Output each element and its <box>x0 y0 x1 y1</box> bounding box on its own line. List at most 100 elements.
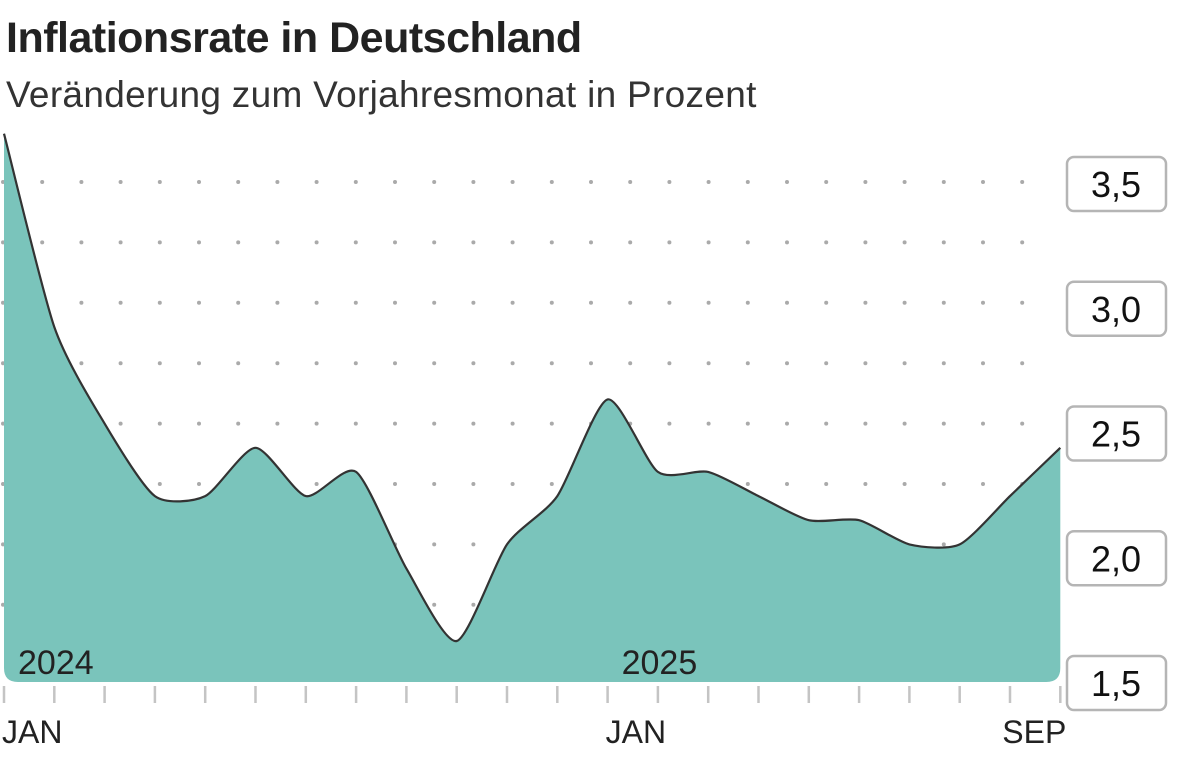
grid-dot <box>589 300 593 305</box>
grid-dot <box>745 482 750 486</box>
area-layer <box>2 133 1062 682</box>
grid-dot <box>745 361 750 366</box>
grid-dot <box>118 361 123 366</box>
chart-subtitle: Veränderung zum Vorjahresmonat in Prozen… <box>6 74 757 115</box>
grid-dot <box>432 361 437 366</box>
grid-dot <box>314 482 319 486</box>
grid-dot <box>902 361 907 366</box>
grid-dot <box>118 421 123 426</box>
grid-dot <box>667 180 672 184</box>
y-tick-box <box>1065 280 1168 337</box>
series-line <box>2 133 1062 643</box>
grid-dot <box>589 240 593 245</box>
grid-dot <box>275 240 280 245</box>
grid-dot <box>393 180 397 184</box>
grid-dot <box>706 180 711 184</box>
grid-dot <box>667 361 672 366</box>
grid-dot <box>432 482 437 486</box>
x-axis-labels: JAN JAN SEP 2024 2025 <box>2 644 1066 750</box>
y-tick-box <box>1065 654 1168 712</box>
grid-dot <box>197 482 201 486</box>
grid-dot <box>785 421 789 426</box>
grid-dot <box>706 421 711 426</box>
grid-dot <box>432 421 437 426</box>
grid-dot <box>157 421 162 426</box>
y-tick-label: 2,0 <box>1091 538 1141 579</box>
grid-dot <box>785 482 789 486</box>
grid-dot <box>314 180 319 184</box>
y-tick-label: 2,5 <box>1091 414 1141 455</box>
grid-dot <box>824 300 829 305</box>
grid-dot <box>549 361 554 366</box>
grid-dot <box>471 421 476 426</box>
grid-dot <box>863 180 868 184</box>
grid-dot <box>1020 180 1025 184</box>
grid-dot <box>236 300 241 305</box>
grid-dot <box>275 421 280 426</box>
grid-dot <box>510 361 515 366</box>
grid-dot <box>1020 300 1025 305</box>
grid-dot <box>393 421 397 426</box>
grid-dot <box>197 421 201 426</box>
grid-dot <box>941 421 946 426</box>
grid-dot <box>667 300 672 305</box>
grid-dot <box>275 300 280 305</box>
grid-dot <box>745 300 750 305</box>
y-tick-box <box>1065 405 1168 462</box>
grid-dot <box>745 180 750 184</box>
grid-dot <box>314 361 319 366</box>
grid-dot <box>902 240 907 245</box>
grid-dot <box>941 482 946 486</box>
grid-dot <box>353 361 358 366</box>
grid-dot <box>510 482 515 486</box>
grid-dot <box>510 421 515 426</box>
grid-dot <box>510 180 515 184</box>
grid-dot <box>549 180 554 184</box>
grid-dot <box>785 300 789 305</box>
y-tick-box <box>1065 530 1168 587</box>
grid-dot <box>275 361 280 366</box>
grid-dot <box>40 240 45 245</box>
grid-dot <box>981 180 985 184</box>
grid-dot <box>745 421 750 426</box>
grid-dot <box>863 240 868 245</box>
grid-dot <box>471 482 476 486</box>
grid-dot <box>785 361 789 366</box>
grid-dot <box>118 240 123 245</box>
grid-dot <box>785 240 789 245</box>
y-tick-label: 3,0 <box>1091 289 1141 330</box>
y-tick-label: 1,5 <box>1091 663 1141 704</box>
grid-dot <box>863 482 868 486</box>
x-tick-label: JAN <box>2 714 62 750</box>
grid-dot <box>941 361 946 366</box>
grid-dot <box>824 482 829 486</box>
grid-dot <box>393 361 397 366</box>
grid-dot <box>589 180 593 184</box>
grid-dot <box>471 300 476 305</box>
grid-dot <box>863 361 868 366</box>
grid-dot <box>745 240 750 245</box>
grid-dot <box>471 240 476 245</box>
grid-dot <box>79 240 84 245</box>
grid-dot <box>549 240 554 245</box>
grid-dot <box>628 361 633 366</box>
y-tick-label: 3,5 <box>1091 164 1141 205</box>
grid-dot <box>197 240 201 245</box>
year-label: 2025 <box>622 644 698 682</box>
grid-dot <box>393 482 397 486</box>
grid-dot <box>157 361 162 366</box>
grid-dot <box>902 180 907 184</box>
grid-dot <box>432 240 437 245</box>
grid-dot <box>981 482 985 486</box>
grid-dot <box>314 421 319 426</box>
grid-dot <box>1020 240 1025 245</box>
grid-dot <box>628 300 633 305</box>
grid-dot <box>824 361 829 366</box>
year-label: 2024 <box>18 644 94 682</box>
grid-dot <box>902 421 907 426</box>
grid-dot <box>118 180 123 184</box>
grid-dot <box>902 300 907 305</box>
grid-dot <box>157 300 162 305</box>
x-tick-label: SEP <box>1002 714 1066 750</box>
grid-dot <box>275 180 280 184</box>
